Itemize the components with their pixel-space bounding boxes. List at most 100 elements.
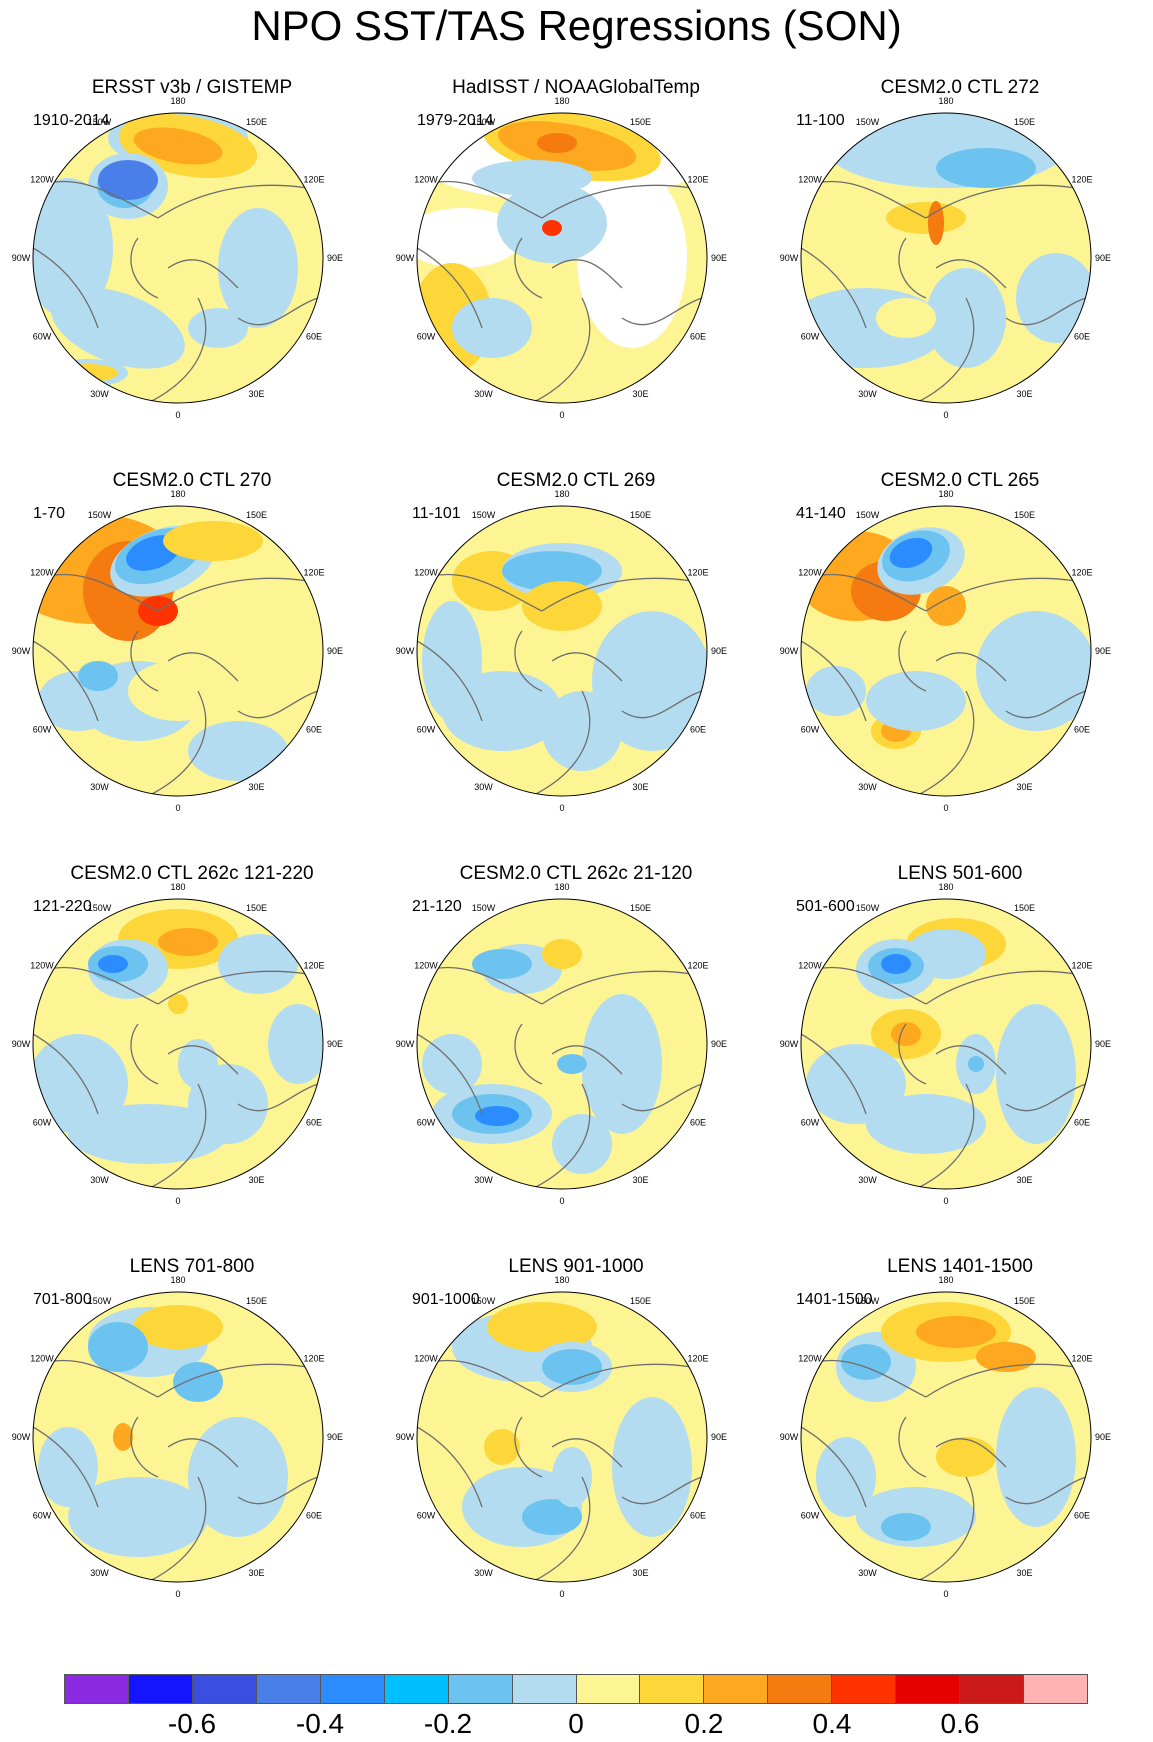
longitude-label: 120E — [1071, 1354, 1092, 1364]
colorbar-label: 0.2 — [684, 1708, 724, 1739]
anomaly-region — [113, 1423, 133, 1451]
panel-years: 1-70 — [33, 505, 66, 522]
anomaly-region — [472, 160, 592, 196]
longitude-label: 180 — [170, 96, 185, 106]
anomaly-region — [487, 1302, 597, 1352]
coastline — [801, 247, 867, 329]
longitude-label: 30E — [632, 1568, 648, 1578]
coastline — [130, 1416, 159, 1478]
longitude-label: 90E — [1095, 1039, 1111, 1049]
longitude-label: 90E — [1095, 646, 1111, 656]
longitude-label: 60E — [306, 1511, 322, 1521]
coastline — [898, 1416, 927, 1478]
coastline — [621, 690, 703, 719]
longitude-label: 180 — [938, 96, 953, 106]
anomaly-region — [976, 611, 1091, 731]
anomaly-region — [881, 954, 911, 974]
coastline — [237, 690, 319, 719]
anomaly-region — [502, 551, 602, 591]
coastline — [147, 1476, 207, 1582]
panel-years: 901-1000 — [412, 1291, 480, 1308]
panel-title: CESM2.0 CTL 272 — [880, 77, 1040, 98]
anomaly-region — [996, 1004, 1076, 1144]
coastline — [915, 690, 975, 796]
longitude-label: 120W — [798, 568, 822, 578]
longitude-label: 30E — [1016, 1175, 1032, 1185]
longitude-label: 150E — [246, 903, 267, 913]
longitude-label: 120W — [30, 1354, 54, 1364]
anomaly-region — [891, 1022, 921, 1046]
panel-years: 1401-1500 — [796, 1291, 873, 1308]
coastline — [1005, 297, 1087, 326]
anomaly-region — [582, 1034, 622, 1114]
panel-years: 1910-2014 — [33, 112, 110, 129]
coastline — [417, 640, 483, 722]
longitude-label: 60W — [33, 725, 52, 735]
map-panel-lens-1401: LENS 1401-1500 1401-1500 180 150E 120E 90E 6… — [768, 1179, 1152, 1599]
anomaly-region — [926, 586, 966, 626]
anomaly-region — [417, 208, 522, 268]
colorbar-box — [640, 1675, 705, 1703]
longitude-label: 150W — [472, 510, 496, 520]
longitude-label: 0 — [559, 410, 564, 420]
longitude-label: 150E — [1014, 1296, 1035, 1306]
map-boundary — [32, 898, 324, 1190]
longitude-label: 120E — [303, 568, 324, 578]
longitude-label: 180 — [938, 1275, 953, 1285]
coastline — [167, 652, 239, 682]
longitude-label: 0 — [559, 803, 564, 813]
longitude-label: 90W — [396, 253, 415, 263]
coastline — [130, 630, 159, 692]
coastline — [915, 1083, 975, 1189]
map-panel-ctl262c-21: CESM2.0 CTL 262c 21-120 21-120 180 150E 12… — [384, 786, 768, 1206]
colorbar-label: 0.4 — [812, 1708, 852, 1739]
coastline — [1005, 690, 1087, 719]
anomaly-region — [33, 1034, 128, 1134]
longitude-label: 150W — [88, 903, 112, 913]
colorbar-box — [704, 1675, 769, 1703]
longitude-label: 120W — [414, 568, 438, 578]
longitude-label: 180 — [170, 489, 185, 499]
longitude-label: 180 — [554, 1275, 569, 1285]
longitude-label: 150W — [472, 903, 496, 913]
anomaly-region — [1016, 253, 1091, 343]
map-panel-ctl270: CESM2.0 CTL 270 1-70 180 150E 120E 90E 60E 30… — [0, 393, 384, 813]
map-boundary — [800, 112, 1092, 404]
longitude-label: 60E — [1074, 332, 1090, 342]
longitude-label: 150W — [472, 117, 496, 127]
anomaly-region — [422, 601, 482, 721]
colorbar — [64, 1674, 1088, 1704]
longitude-label: 120E — [303, 175, 324, 185]
longitude-label: 0 — [559, 1589, 564, 1599]
coastline — [541, 184, 693, 219]
longitude-label: 30E — [248, 1175, 264, 1185]
longitude-label: 90E — [711, 646, 727, 656]
longitude-label: 120E — [1071, 568, 1092, 578]
longitude-label: 30W — [858, 1175, 877, 1185]
map-panel-hadisst: HadISST / NOAAGlobalTemp 1979-2014 180 15… — [384, 0, 768, 420]
map-field — [417, 899, 707, 1189]
anomaly-region — [98, 955, 128, 973]
longitude-label: 150W — [856, 903, 880, 913]
coastline — [541, 970, 693, 1005]
longitude-label: 60E — [1074, 1118, 1090, 1128]
longitude-label: 150E — [246, 510, 267, 520]
longitude-label: 90E — [327, 646, 343, 656]
coastline — [157, 184, 309, 219]
map-field — [801, 899, 1091, 1189]
coastline — [514, 630, 543, 692]
coastline — [925, 970, 1077, 1005]
colorbar-label: -0.6 — [167, 1708, 217, 1739]
map-boundary — [416, 112, 708, 404]
longitude-label: 60E — [690, 725, 706, 735]
longitude-label: 60E — [306, 1118, 322, 1128]
longitude-label: 180 — [554, 882, 569, 892]
coastline — [157, 577, 309, 612]
longitude-label: 90E — [1095, 253, 1111, 263]
map-field — [801, 1292, 1091, 1582]
coastline — [898, 1023, 927, 1085]
longitude-label: 60W — [801, 1118, 820, 1128]
coastline — [417, 1426, 483, 1508]
longitude-label: 150W — [88, 117, 112, 127]
longitude-label: 120W — [30, 568, 54, 578]
